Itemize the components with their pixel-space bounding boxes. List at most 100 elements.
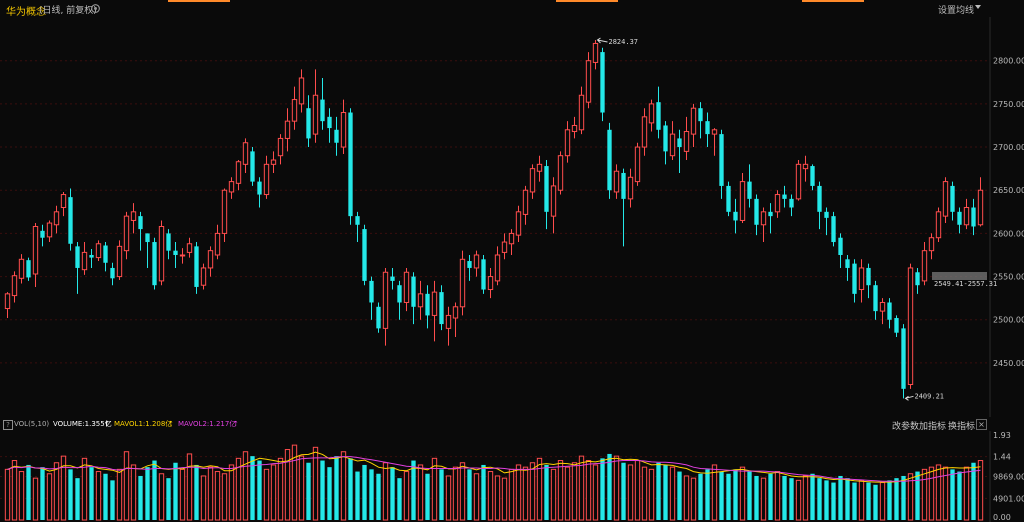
volume-bar-up [179, 468, 186, 521]
volume-bar-up [690, 477, 697, 521]
candle-up [879, 301, 886, 312]
volume-bar-down [705, 469, 710, 520]
candle-up [648, 103, 655, 124]
candle-up [942, 181, 949, 217]
ma-settings-button[interactable]: 设置均线 [937, 6, 974, 16]
candle-down [544, 166, 549, 212]
candle-up [634, 146, 641, 183]
candle-down [138, 216, 143, 230]
candle-up [158, 225, 165, 282]
volume-chart[interactable]: 1.93 1.44 9869.00 4901.00 0.00 [0, 431, 1024, 522]
volume-bar-up [977, 460, 984, 521]
candle-up [935, 211, 942, 239]
volume-bar-up [291, 444, 298, 521]
candle-down [607, 129, 612, 191]
candle-down [810, 166, 815, 186]
candle-up [907, 267, 914, 386]
volume-bar-up [641, 466, 648, 521]
volume-bar-up [963, 466, 970, 521]
volume-indicator-bar: ? VOL(5,10) VOLUME:1.355亿 ↑ MAVOL1:1.208… [0, 417, 1024, 432]
candle-up [116, 245, 123, 278]
candle-up [739, 181, 746, 221]
help-icon[interactable]: ? [3, 420, 13, 430]
switch-indicator-button[interactable]: 换指标 [948, 422, 976, 432]
volume-bar-up [774, 471, 781, 521]
candle-up [557, 155, 564, 191]
volume-bar-up [312, 446, 319, 521]
volume-bar-up [32, 477, 39, 521]
candle-down [600, 52, 605, 113]
candle-down [621, 172, 626, 199]
candle-up [564, 129, 571, 157]
volume-bar-up [340, 451, 347, 521]
volume-bar-up [487, 471, 494, 521]
add-indicator-button[interactable]: 加指标 [919, 422, 947, 432]
mavol2-line [7, 456, 981, 482]
up-arrow-icon: ↑ [168, 420, 174, 428]
volume-axis: 1.93 1.44 9869.00 4901.00 0.00 [989, 431, 1024, 522]
volume-bar-down [306, 462, 311, 520]
volume-tick-label: 1.93 [993, 431, 1011, 440]
candle-down [782, 194, 787, 199]
candle-up [4, 293, 11, 310]
volume-bar-down [481, 464, 486, 520]
volume-bar-up [403, 471, 410, 521]
gear-icon[interactable] [90, 3, 101, 14]
candle-up [95, 243, 102, 259]
candle-up [382, 271, 389, 329]
candle-down [663, 125, 668, 152]
up-arrow-icon: ↑ [233, 420, 239, 428]
edit-params-button[interactable]: 改参数 [892, 422, 920, 432]
low-arrow [904, 395, 914, 401]
volume-bar-up [186, 453, 193, 521]
candle-down [824, 211, 829, 218]
volume-bar-down [873, 484, 878, 520]
volume-bar-down [257, 460, 262, 520]
candle-down [957, 211, 962, 225]
candle-up [571, 124, 578, 133]
mavol2-value: MAVOL2:1.217亿 [178, 420, 237, 428]
candle-down [439, 292, 444, 325]
candle-down [838, 237, 843, 255]
candle-up [501, 241, 508, 253]
high-arrow [596, 37, 608, 44]
candle-up [270, 159, 277, 165]
close-icon[interactable]: × [976, 419, 987, 430]
volume-bar-down [145, 467, 150, 520]
volume-bar-up [242, 451, 249, 521]
volume-bar-up [53, 462, 60, 521]
range-label: 2549.41-2557.31 [934, 280, 997, 288]
candle-down [866, 267, 871, 286]
price-axis: 2800.00 2750.00 2700.00 2650.00 2600.00 2550.… [989, 17, 1024, 417]
chevron-down-icon[interactable] [975, 5, 981, 10]
candle-up [32, 225, 39, 275]
candle-down [768, 211, 773, 217]
price-chart[interactable]: 2800.00 2750.00 2700.00 2650.00 2600.00 2550.… [0, 17, 1024, 417]
chart-header: 华为概念 (日线, 前复权) 设置均线 [0, 0, 1024, 18]
volume-bar-up [795, 479, 802, 521]
vol-params-label: VOL(5,10) [14, 420, 50, 428]
volume-bar-up [158, 473, 165, 521]
candle-down [698, 108, 703, 122]
candle-down [355, 216, 360, 225]
candle-down [656, 102, 661, 130]
candle-up [284, 120, 291, 139]
candle-up [179, 254, 186, 257]
volume-bar-up [522, 466, 529, 521]
candle-down [257, 181, 262, 195]
candle-down [145, 233, 150, 243]
candle-down [397, 285, 402, 303]
candle-down [705, 121, 710, 135]
volume-bar-down [845, 478, 850, 520]
range-band [932, 272, 987, 280]
candle-up [473, 254, 480, 269]
volume-bar-up [711, 464, 718, 521]
candle-up [508, 232, 515, 245]
volume-bar-down [831, 482, 836, 520]
volume-bar-up [571, 462, 578, 521]
candle-up [403, 271, 410, 303]
volume-bar-up [228, 464, 235, 521]
candle-up [340, 112, 347, 148]
price-tick-label: 2700.00 [993, 143, 1024, 152]
candle-down [901, 328, 906, 389]
